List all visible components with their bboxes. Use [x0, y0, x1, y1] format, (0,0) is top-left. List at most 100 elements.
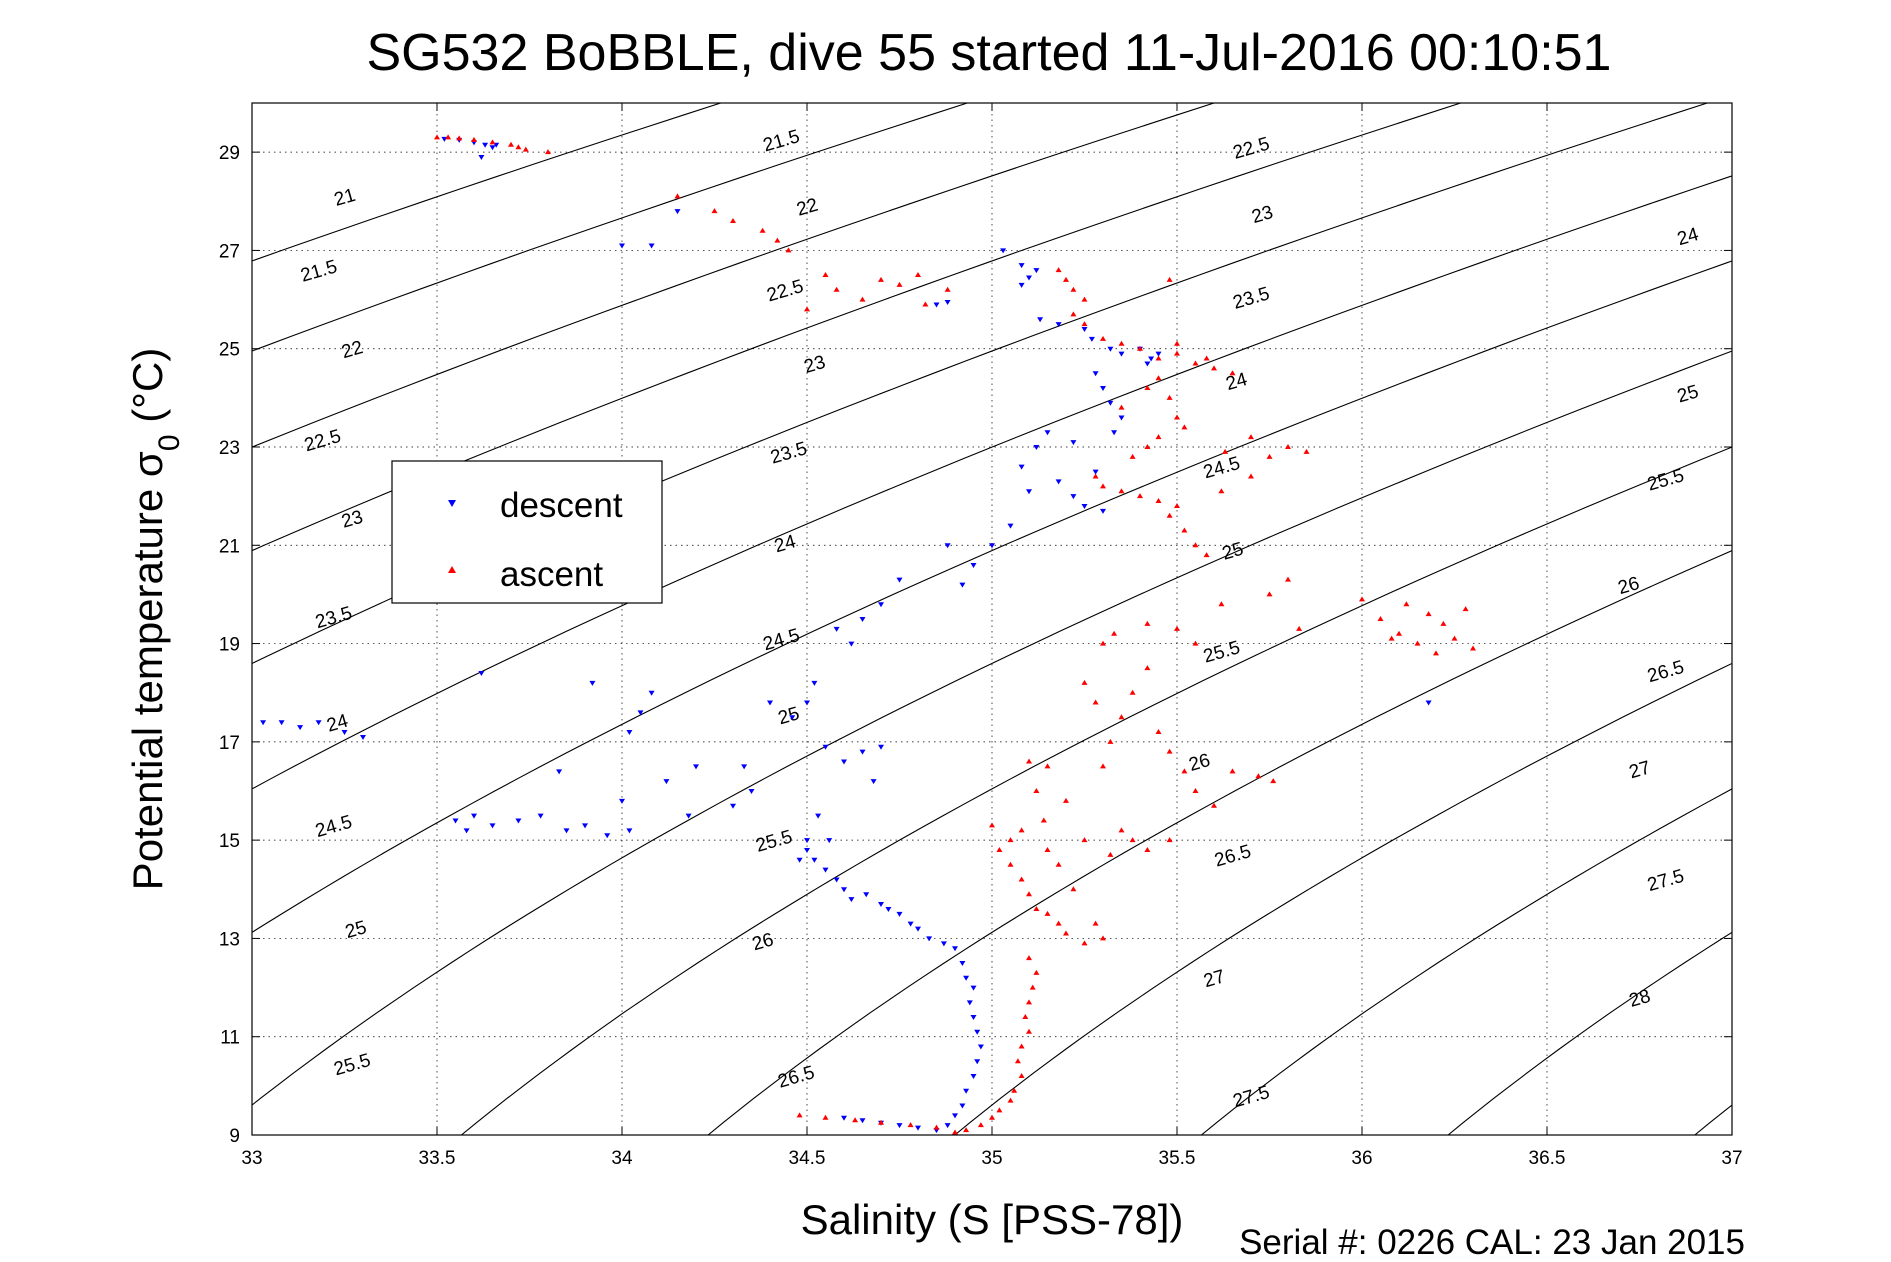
ascent-point [1081, 679, 1088, 685]
descent-point [833, 877, 840, 883]
ascent-point [545, 149, 551, 155]
descent-series [260, 136, 1432, 1134]
descent-point [859, 617, 866, 622]
isopycnal-25 [460, 446, 1732, 1135]
ascent-point [915, 272, 921, 277]
descent-point [804, 838, 810, 844]
isopycnal-24.5 [252, 350, 1732, 1106]
ascent-point [1107, 851, 1114, 857]
ascent-point [1118, 404, 1125, 410]
ascent-point [1044, 846, 1051, 852]
ascent-point [1403, 601, 1410, 607]
ascent-point [774, 237, 781, 243]
ascent-point [1285, 576, 1291, 582]
ascent-point [445, 134, 452, 140]
descent-point [1148, 356, 1155, 362]
ascent-point [833, 286, 840, 292]
y-tick-label: 25 [219, 340, 240, 361]
descent-point [1100, 386, 1106, 392]
descent-point [926, 936, 933, 942]
ascent-point [1007, 861, 1014, 867]
descent-point [693, 764, 699, 770]
ascent-point [1137, 345, 1143, 351]
descent-point [952, 946, 958, 952]
ascent-point [1203, 552, 1210, 558]
ascent-point [434, 134, 440, 140]
descent-point [896, 911, 903, 917]
x-tick-label: 37 [1721, 1148, 1742, 1169]
ascent-point [1166, 512, 1173, 518]
chart-title: SG532 BoBBLE, dive 55 started 11-Jul-201… [367, 24, 1612, 82]
isopycnal-26.5 [1200, 788, 1732, 1135]
serial-calibration-footer: Serial #: 0226 CAL: 23 Jan 2015 [1239, 1223, 1745, 1262]
ascent-point [896, 281, 903, 287]
ascent-point [1414, 640, 1421, 646]
ascent-point [711, 208, 718, 214]
isopycnal-23.5 [252, 175, 1732, 790]
ascent-point [1266, 453, 1273, 459]
descent-point [826, 838, 833, 844]
descent-point [859, 1118, 866, 1124]
descent-point [637, 710, 644, 716]
descent-point [789, 715, 796, 721]
ascent-point [907, 1122, 914, 1128]
descent-point [963, 1088, 970, 1094]
ascent-point [1007, 1097, 1014, 1103]
ascent-point [1285, 444, 1291, 449]
descent-point [940, 941, 947, 947]
x-tick-label: 36 [1351, 1148, 1372, 1169]
ascent-point [1033, 905, 1040, 911]
descent-point [841, 887, 847, 893]
x-axis-ticks: 33 33.5 34 34.5 35 35.5 36 36.5 37 [241, 103, 1743, 1169]
ascent-point [1070, 886, 1077, 892]
descent-point [841, 759, 847, 765]
ascent-point [1192, 788, 1199, 793]
descent-point [1155, 351, 1162, 357]
descent-point [1033, 445, 1040, 450]
ascent-point [1092, 473, 1099, 479]
descent-point [896, 577, 903, 583]
descent-point [878, 602, 884, 608]
descent-point [915, 1125, 921, 1131]
y-axis-label-subscript: 0 [153, 434, 186, 451]
ascent-point [1433, 650, 1439, 656]
descent-point [970, 1015, 977, 1021]
descent-point [685, 813, 692, 819]
ascent-point [1229, 768, 1236, 774]
ascent-point [1055, 861, 1062, 867]
ascent-point [996, 1107, 1003, 1113]
ascent-point [1192, 640, 1199, 646]
x-tick-label: 35.5 [1159, 1148, 1196, 1169]
ascent-point [1174, 414, 1180, 420]
descent-point [582, 823, 588, 829]
ascent-point [1026, 891, 1032, 897]
ascent-point [1248, 473, 1254, 479]
descent-point [907, 921, 914, 927]
ascent-point [489, 139, 496, 145]
descent-point [859, 749, 866, 755]
ascent-point [1070, 286, 1077, 292]
descent-point [767, 700, 773, 706]
descent-point [1118, 351, 1125, 357]
isopycnal-21 [252, 103, 723, 262]
ascent-point [1063, 930, 1069, 936]
y-tick-label: 23 [219, 438, 240, 459]
descent-point [977, 1044, 984, 1050]
descent-point [1070, 494, 1077, 500]
descent-point [822, 867, 829, 873]
ascent-point [1063, 797, 1069, 803]
ascent-point [1007, 837, 1014, 843]
ascent-point [1166, 748, 1173, 754]
descent-point [1037, 317, 1044, 323]
ascent-point [1144, 385, 1151, 391]
ascent-point [878, 1119, 884, 1125]
descent-point [885, 906, 892, 912]
ascent-point [859, 296, 866, 302]
isopycnal-22 [252, 103, 1216, 448]
ascent-point [1011, 1087, 1018, 1093]
x-tick-label: 34.5 [789, 1148, 826, 1169]
ascent-point [1270, 778, 1277, 784]
descent-point [741, 764, 748, 770]
x-tick-label: 33 [241, 1148, 262, 1169]
y-tick-label: 11 [220, 1028, 240, 1049]
